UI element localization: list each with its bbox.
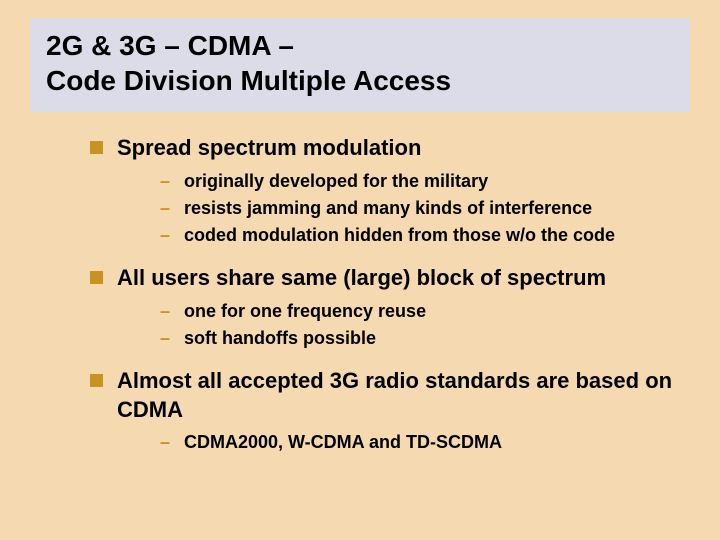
bullet-text: All users share same (large) block of sp… (117, 264, 606, 293)
dash-bullet-icon: – (160, 326, 170, 351)
square-bullet-icon (90, 374, 103, 387)
sub-bullet-list: – CDMA2000, W-CDMA and TD-SCDMA (160, 430, 690, 455)
dash-bullet-icon: – (160, 430, 170, 455)
sub-bullet-item: – originally developed for the military (160, 169, 690, 194)
bullet-item: Spread spectrum modulation (90, 134, 690, 163)
sub-bullet-text: CDMA2000, W-CDMA and TD-SCDMA (184, 430, 502, 454)
title-line-2: Code Division Multiple Access (46, 65, 451, 96)
square-bullet-icon (90, 141, 103, 154)
dash-bullet-icon: – (160, 223, 170, 248)
dash-bullet-icon: – (160, 299, 170, 324)
sub-bullet-text: one for one frequency reuse (184, 299, 426, 323)
bullet-text: Almost all accepted 3G radio standards a… (117, 367, 690, 424)
sub-bullet-text: coded modulation hidden from those w/o t… (184, 223, 615, 247)
sub-bullet-list: – one for one frequency reuse – soft han… (160, 299, 690, 351)
square-bullet-icon (90, 271, 103, 284)
dash-bullet-icon: – (160, 169, 170, 194)
title-bar: 2G & 3G – CDMA – Code Division Multiple … (30, 18, 690, 112)
sub-bullet-item: – one for one frequency reuse (160, 299, 690, 324)
sub-bullet-item: – soft handoffs possible (160, 326, 690, 351)
sub-bullet-text: resists jamming and many kinds of interf… (184, 196, 592, 220)
dash-bullet-icon: – (160, 196, 170, 221)
sub-bullet-item: – resists jamming and many kinds of inte… (160, 196, 690, 221)
sub-bullet-list: – originally developed for the military … (160, 169, 690, 249)
slide-title: 2G & 3G – CDMA – Code Division Multiple … (46, 28, 674, 98)
sub-bullet-item: – coded modulation hidden from those w/o… (160, 223, 690, 248)
sub-bullet-item: – CDMA2000, W-CDMA and TD-SCDMA (160, 430, 690, 455)
sub-bullet-text: soft handoffs possible (184, 326, 376, 350)
bullet-item: All users share same (large) block of sp… (90, 264, 690, 293)
bullet-text: Spread spectrum modulation (117, 134, 421, 163)
sub-bullet-text: originally developed for the military (184, 169, 488, 193)
bullet-item: Almost all accepted 3G radio standards a… (90, 367, 690, 424)
title-line-1: 2G & 3G – CDMA – (46, 30, 294, 61)
slide: 2G & 3G – CDMA – Code Division Multiple … (0, 0, 720, 492)
